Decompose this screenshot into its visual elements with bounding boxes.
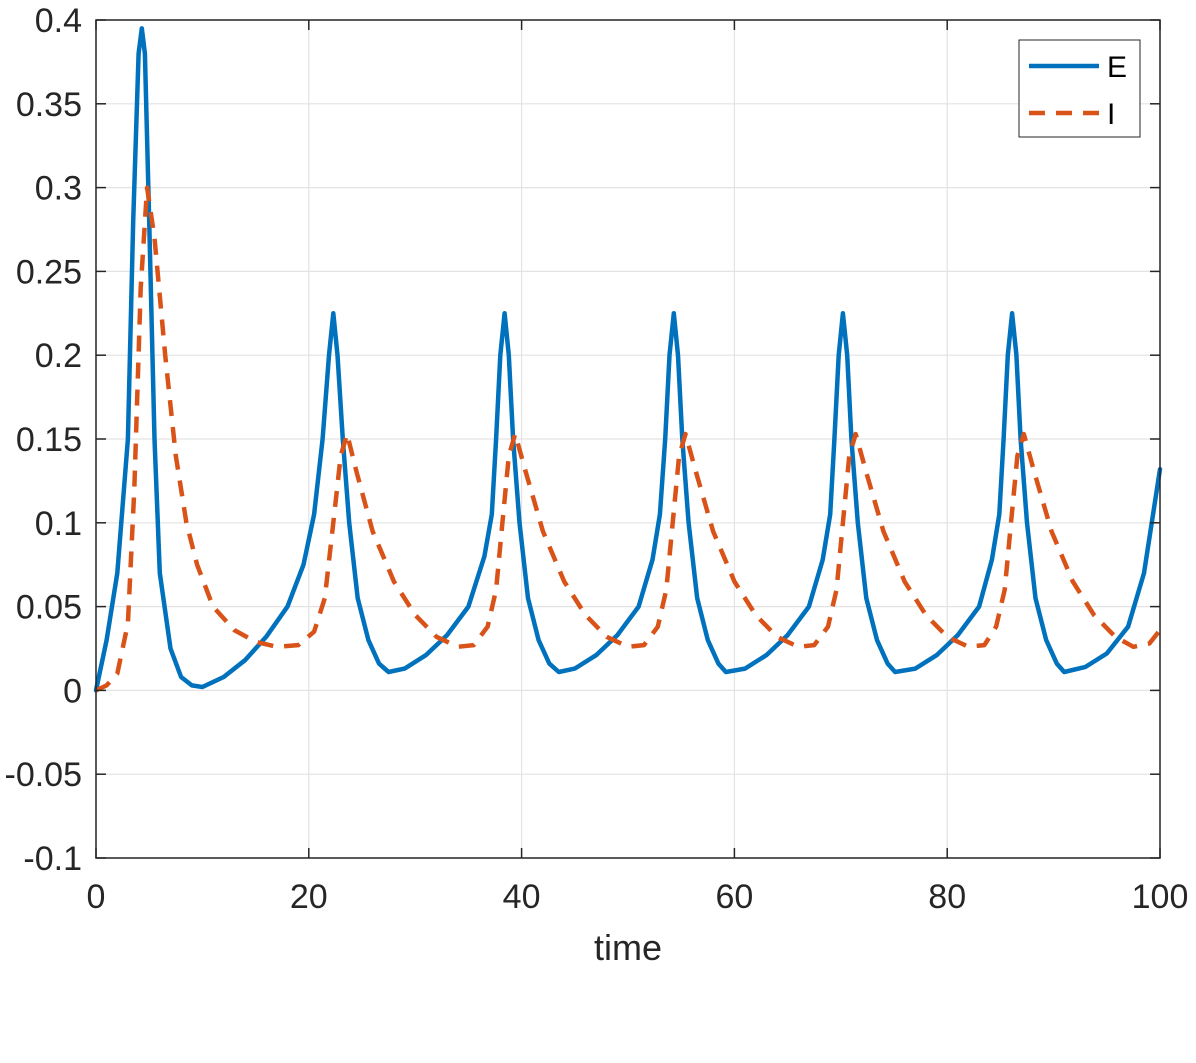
- y-tick-label: -0.1: [23, 840, 82, 878]
- y-tick-label: 0: [63, 672, 82, 710]
- y-tick-label: -0.05: [5, 756, 83, 794]
- y-tick-label: 0.3: [35, 170, 82, 208]
- y-tick-label: 0.35: [16, 86, 82, 124]
- series-group: [93, 26, 1163, 693]
- x-tick-label: 0: [87, 878, 106, 916]
- y-tick-label: 0.1: [35, 505, 82, 543]
- y-tick-label: 0.4: [35, 2, 82, 40]
- legend: E I: [1018, 39, 1141, 138]
- x-axis-label: time: [594, 927, 662, 968]
- y-tick-label: 0.15: [16, 421, 82, 459]
- x-axis: 0 20 40 60 80 100: [87, 20, 1189, 916]
- y-tick-label: 0.25: [16, 253, 82, 291]
- legend-label-i: I: [1107, 98, 1115, 131]
- grid-lines: [95, 19, 1161, 859]
- x-tick-label: 20: [290, 878, 328, 916]
- x-tick-label: 60: [715, 878, 753, 916]
- series-line-e: [93, 26, 1163, 693]
- y-tick-label: 0.2: [35, 337, 82, 375]
- x-tick-label: 100: [1132, 878, 1189, 916]
- x-tick-label: 80: [928, 878, 966, 916]
- series-line-i: [95, 185, 1162, 693]
- y-axis: -0.1 -0.05 0 0.05 0.1 0.15 0.2 0.25 0.3 0.35 0.4: [5, 2, 1160, 878]
- legend-box: [1018, 39, 1141, 138]
- legend-label-e: E: [1107, 51, 1127, 84]
- y-tick-label: 0.05: [16, 589, 82, 627]
- x-tick-label: 40: [503, 878, 541, 916]
